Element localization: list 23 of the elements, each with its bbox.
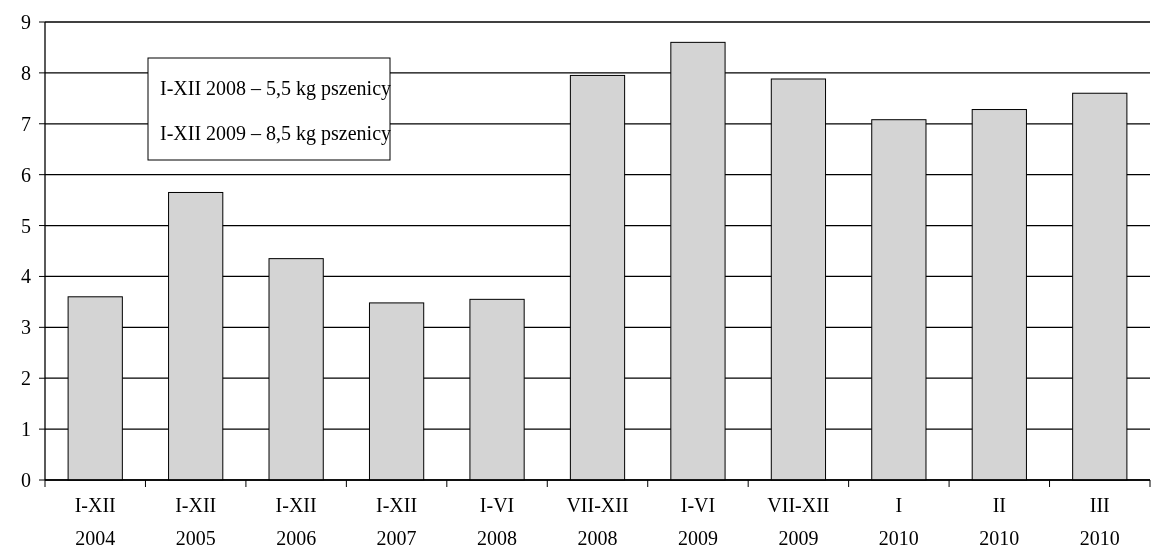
y-tick-label: 2 xyxy=(21,367,31,390)
x-tick-label: I-VI 2008 xyxy=(477,494,518,549)
y-tick-label: 3 xyxy=(21,316,31,339)
x-tick-label: I-XII 2006 xyxy=(275,494,317,549)
y-tick-label: 1 xyxy=(21,418,31,441)
x-tick-label: VII-XII 2008 xyxy=(566,494,629,549)
x-tick-label: III 2010 xyxy=(1079,494,1120,549)
annotation: I-XII 2008 – 5,5 kg pszenicy xyxy=(160,77,392,100)
annotation: I-XII 2009 – 8,5 kg pszenicy xyxy=(160,122,392,145)
y-tick-label: 6 xyxy=(21,163,31,186)
x-tick-label: I-VI 2009 xyxy=(677,494,718,549)
y-tick-label: 5 xyxy=(21,214,31,237)
x-tick-label: VII-XII 2009 xyxy=(767,494,830,549)
x-tick-label: I 2010 xyxy=(878,494,919,549)
x-tick-label: I-XII 2004 xyxy=(74,494,116,549)
y-tick-label: 7 xyxy=(21,112,31,135)
y-tick-label: 0 xyxy=(21,469,31,491)
y-tick-label: 8 xyxy=(21,61,31,84)
x-tick-label: II 2010 xyxy=(979,494,1020,549)
y-tick-label: 4 xyxy=(21,265,31,288)
x-tick-label: I-XII 2007 xyxy=(376,494,418,549)
y-tick-label: 9 xyxy=(21,11,31,33)
x-tick-label: I-XII 2005 xyxy=(175,494,217,549)
